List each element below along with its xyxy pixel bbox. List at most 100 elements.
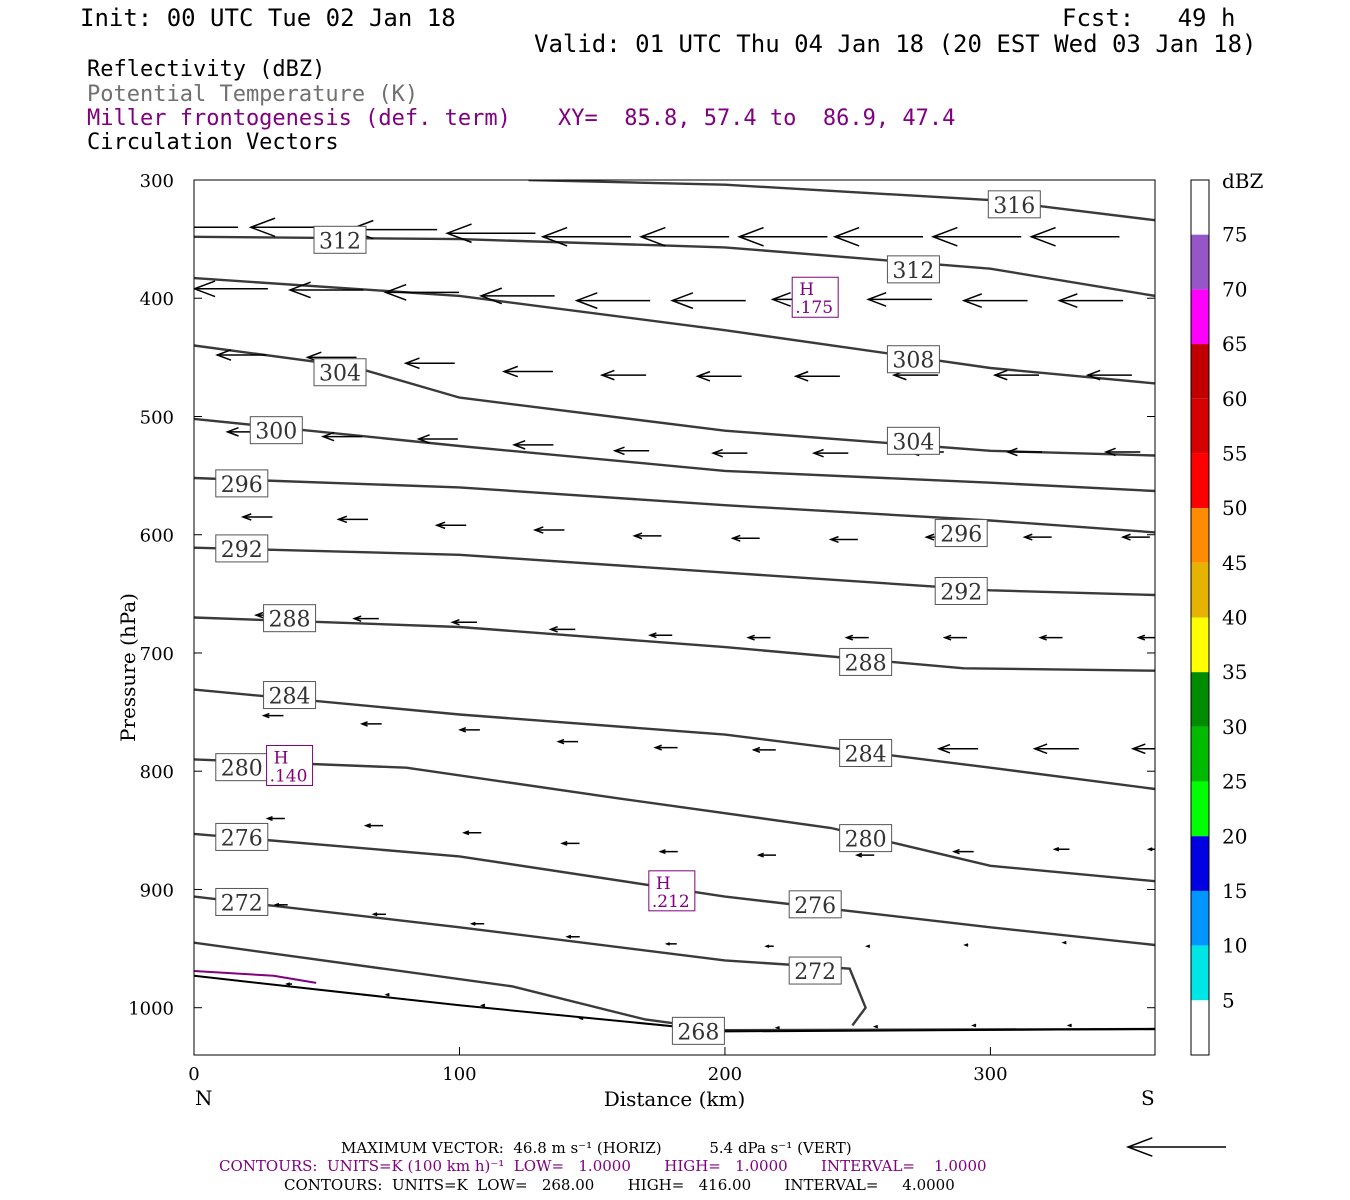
y-tick-label: 300: [140, 171, 174, 192]
contour-label-316: 316: [987, 190, 1041, 219]
circulation-vector: [746, 634, 771, 641]
contour-label-280: 280: [215, 753, 269, 782]
colorbar-tick-label: 30: [1222, 715, 1247, 739]
circulation-vector: [320, 431, 363, 442]
svg-text:304: 304: [319, 362, 361, 387]
forecast-hour: Fcst: 49 h: [1062, 4, 1236, 32]
circulation-vector: [936, 743, 979, 754]
theta-contour-note: CONTOURS: UNITS=K LOW= 268.00 HIGH= 416.…: [284, 1176, 955, 1194]
colorbar-segment-20: [1191, 781, 1209, 837]
circulation-vector: [832, 226, 924, 247]
circulation-vector: [215, 349, 267, 361]
circulation-vector: [574, 292, 651, 310]
contour-label-292: 292: [215, 534, 269, 563]
circulation-vector: [371, 912, 386, 917]
circulation-vector: [737, 226, 828, 247]
contour-label-296: 296: [934, 519, 988, 548]
svg-text:H: H: [274, 748, 289, 768]
init-time: Init: 00 UTC Tue 02 Jan 18: [80, 4, 456, 32]
circulation-vector: [756, 852, 776, 858]
colorbar-segment-65: [1191, 289, 1209, 345]
circulation-vector: [287, 281, 364, 299]
reference-vector: [1125, 1137, 1226, 1157]
circulation-vector: [793, 370, 840, 382]
contour-label-288: 288: [263, 604, 317, 633]
circulation-vector: [864, 944, 871, 948]
circulation-vector: [599, 369, 647, 381]
circulation-vector: [450, 618, 478, 626]
circulation-vector: [578, 1016, 584, 1021]
circulation-vector: [670, 292, 746, 310]
circulation-vector: [1120, 533, 1150, 541]
frontogenesis-contour-note: CONTOURS: UNITS=K (100 km h)⁻¹ LOW= 1.00…: [219, 1157, 987, 1175]
field-frontogenesis: Miller frontogenesis (def. term): [87, 106, 511, 131]
colorbar-segment-40: [1191, 562, 1209, 618]
contour-label-288: 288: [839, 647, 893, 676]
circulation-vector: [664, 942, 677, 946]
circulation-vector: [480, 1003, 486, 1008]
contour-label-276: 276: [215, 822, 269, 851]
circulation-vector: [532, 526, 565, 534]
colorbar-segment-15: [1191, 836, 1209, 891]
colorbar: 75 70 65 60 55 50 45 40 35 30 25 20 15 10 5 dBZ: [1190, 169, 1264, 1056]
svg-text:268: 268: [677, 1020, 719, 1045]
circulation-vector: [540, 226, 631, 247]
colorbar-segment-55: [1191, 398, 1209, 454]
theta-contour-292: [194, 546, 1155, 597]
circulation-vector: [1136, 634, 1155, 641]
circulation-vector: [1146, 847, 1155, 852]
frontogenesis-maximum: H.212: [648, 870, 696, 912]
ground-line: [194, 974, 1155, 1033]
circulation-vector: [710, 448, 748, 458]
y-tick-label: 700: [140, 644, 174, 665]
colorbar-tick-label: 35: [1222, 660, 1247, 684]
circulation-vector: [653, 744, 678, 751]
svg-text:304: 304: [892, 430, 934, 455]
contour-label-304: 304: [313, 358, 367, 387]
contour-label-272: 272: [788, 956, 842, 985]
circulation-vector: [560, 840, 580, 846]
colorbar-segment-45: [1191, 508, 1209, 563]
y-tick-label: 600: [140, 526, 174, 547]
circulation-vector: [992, 369, 1040, 381]
circulation-vector: [565, 934, 580, 939]
circulation-vector: [942, 634, 967, 641]
circulation-vector: [1103, 447, 1141, 457]
circulation-vector: [336, 515, 368, 524]
reference-vector-arrow: [1125, 1137, 1226, 1157]
colorbar-tick-label: 60: [1222, 387, 1247, 411]
contour-label-300: 300: [249, 416, 303, 445]
circulation-vector: [1061, 940, 1067, 945]
contour-labels: 316 312 312 308 304 304 300 296 296 292 292 288 288 2…: [215, 190, 1041, 1045]
circulation-vectors: [194, 217, 1155, 1030]
contour-label-304: 304: [886, 426, 940, 455]
circulation-vector: [866, 291, 932, 307]
theta-contour-288: [194, 616, 1155, 672]
circulation-vector: [844, 634, 869, 641]
theta-contour-300: [194, 417, 1155, 493]
circulation-vector: [403, 357, 455, 370]
svg-text:.212: .212: [652, 892, 690, 912]
circulation-vector: [951, 848, 974, 855]
svg-text:H: H: [799, 280, 814, 300]
circulation-vector: [751, 746, 776, 753]
colorbar-frame: [1190, 179, 1210, 1056]
colorbar-segment-75: [1191, 180, 1209, 235]
contour-label-312: 312: [886, 255, 940, 284]
circulation-vector: [273, 902, 288, 907]
colorbar-tick-label: 5: [1222, 988, 1235, 1012]
contour-label-296: 296: [215, 469, 269, 498]
svg-text:308: 308: [892, 349, 934, 374]
x-tick-label: 200: [708, 1064, 742, 1085]
contour-label-308: 308: [886, 345, 940, 374]
svg-text:300: 300: [255, 420, 297, 445]
y-tick-label: 500: [140, 407, 174, 428]
circulation-vector: [648, 632, 673, 639]
circulation-vector: [1057, 293, 1124, 309]
svg-text:272: 272: [794, 960, 836, 985]
field-reflectivity: Reflectivity (dBZ): [87, 57, 326, 82]
circulation-vector: [1066, 1023, 1072, 1028]
circulation-vector: [445, 223, 536, 244]
circulation-vector: [1029, 226, 1120, 247]
colorbar-segment-0: [1191, 1000, 1209, 1055]
